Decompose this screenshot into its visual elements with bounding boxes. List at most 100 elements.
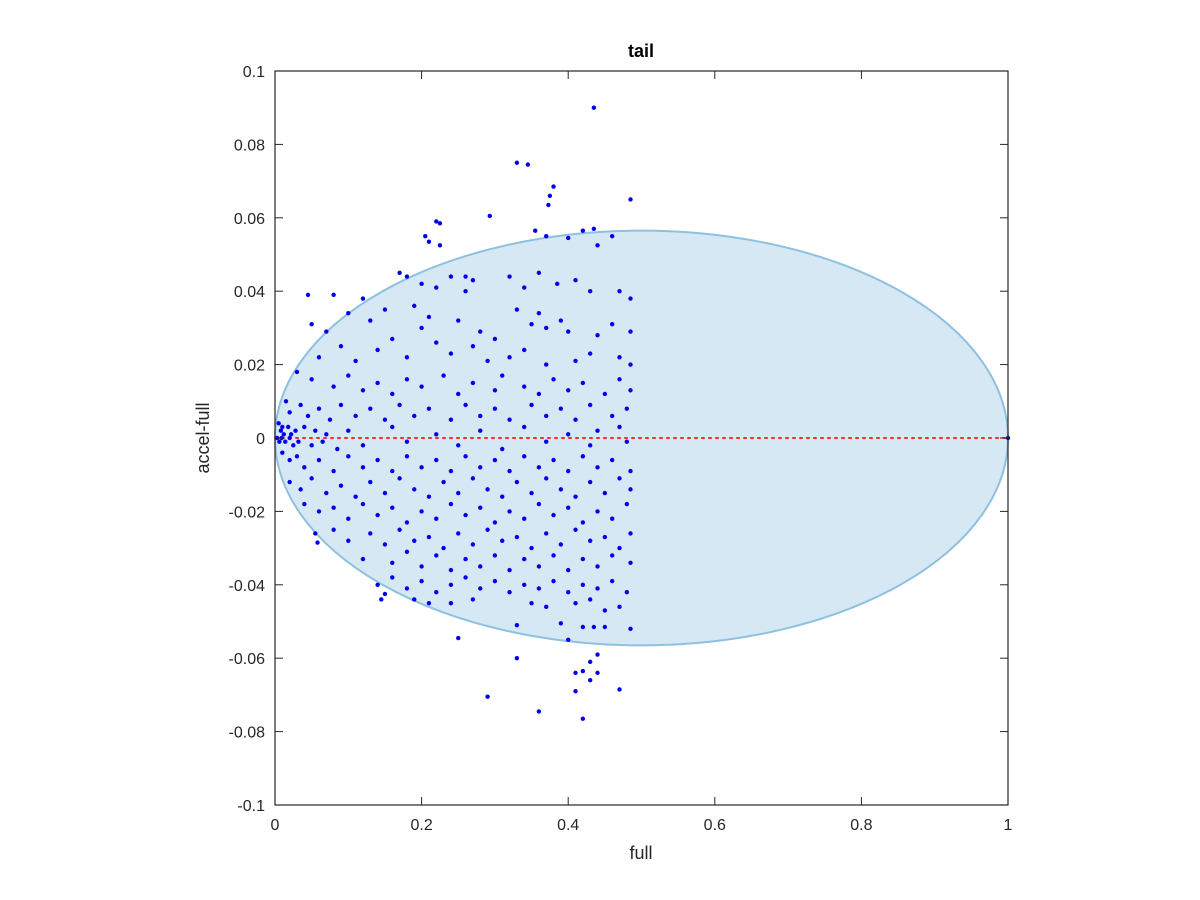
data-point (529, 490, 534, 496)
data-point (278, 428, 284, 433)
data-point (609, 233, 615, 239)
data-point (478, 428, 483, 433)
data-point (448, 582, 454, 587)
data-point (551, 553, 556, 558)
data-point (346, 373, 351, 378)
data-point (609, 322, 615, 327)
data-point (412, 413, 417, 419)
data-point (397, 270, 402, 276)
data-point (309, 377, 314, 382)
data-point (546, 202, 551, 208)
data-point (566, 468, 571, 474)
data-point (331, 468, 336, 474)
data-point (368, 318, 373, 323)
data-point (609, 457, 615, 463)
data-point (324, 490, 329, 496)
data-point (305, 413, 311, 419)
data-point (522, 556, 527, 562)
data-point (412, 538, 417, 543)
data-point (558, 318, 564, 323)
y-tick-label: -0.04 (229, 578, 266, 595)
data-point (404, 586, 410, 591)
data-point (331, 292, 336, 298)
data-point (426, 406, 432, 411)
data-point (404, 355, 410, 360)
data-point (558, 621, 564, 626)
data-point (587, 289, 593, 294)
data-point (298, 402, 303, 408)
data-point (536, 391, 542, 397)
data-point (390, 468, 395, 474)
data-point (478, 505, 483, 510)
data-point (514, 479, 520, 485)
data-point (276, 421, 281, 426)
data-point (485, 694, 490, 699)
data-point (544, 604, 549, 610)
data-point (375, 457, 380, 463)
data-point (628, 388, 633, 393)
data-point (309, 476, 314, 481)
data-point (514, 622, 520, 628)
data-point (547, 193, 553, 198)
data-point (448, 600, 454, 606)
data-point (478, 564, 483, 569)
data-point (628, 296, 633, 301)
data-point (536, 709, 542, 714)
data-point (628, 487, 633, 492)
data-point (419, 465, 424, 470)
data-point (602, 624, 608, 630)
data-point (360, 501, 366, 507)
data-point (595, 586, 600, 591)
data-point (580, 668, 586, 674)
data-point (287, 410, 292, 415)
data-point (375, 347, 380, 353)
data-point (522, 516, 527, 521)
data-point (595, 670, 600, 676)
data-point (617, 377, 622, 382)
data-point (419, 281, 424, 287)
data-point (353, 358, 358, 364)
data-point (470, 277, 476, 283)
data-point (609, 578, 615, 584)
data-point (485, 527, 490, 532)
data-point (338, 402, 344, 408)
data-point (294, 454, 300, 459)
data-point (382, 542, 388, 547)
data-point (456, 490, 461, 496)
data-point (320, 439, 325, 444)
data-point (536, 501, 542, 507)
data-point (507, 589, 512, 595)
data-point (529, 402, 534, 408)
data-point (587, 659, 593, 665)
data-point (544, 362, 549, 367)
data-points (274, 105, 1011, 721)
data-point (316, 509, 322, 514)
data-point (587, 597, 593, 602)
data-point (404, 520, 410, 525)
data-point (478, 329, 483, 334)
data-point (277, 439, 282, 444)
x-tick-label: 0.2 (410, 817, 432, 834)
data-point (324, 432, 329, 437)
data-point (448, 274, 454, 279)
data-point (360, 296, 366, 301)
data-point (544, 325, 549, 331)
data-point (327, 417, 333, 422)
data-point (448, 501, 454, 507)
y-tick-label: 0.06 (234, 211, 265, 228)
data-point (529, 545, 534, 551)
data-point (360, 465, 366, 470)
data-point (617, 545, 622, 551)
y-tick-label: 0.1 (243, 64, 265, 81)
data-point (346, 454, 351, 459)
data-point (426, 534, 432, 540)
y-tick-label: 0.02 (234, 358, 265, 375)
data-point (346, 538, 351, 543)
data-point (522, 347, 527, 353)
data-point (602, 608, 608, 613)
data-point (595, 564, 600, 569)
data-point (346, 516, 351, 521)
data-point (492, 553, 498, 558)
data-point (551, 457, 556, 463)
